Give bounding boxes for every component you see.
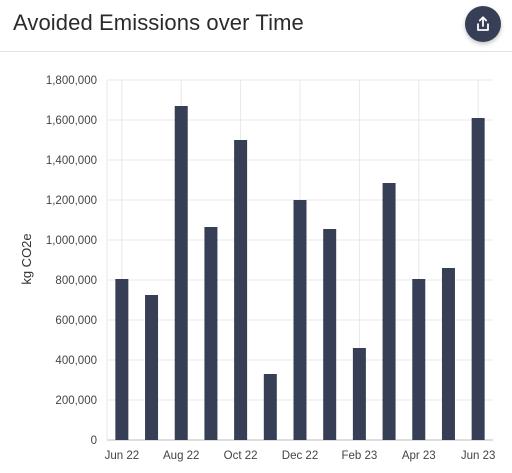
bar-mar-23[interactable] xyxy=(382,183,396,440)
x-tick-label: Jun 22 xyxy=(105,450,140,462)
x-tick-label: Aug 22 xyxy=(163,450,199,462)
bar-jul-22[interactable] xyxy=(145,295,159,440)
page-title: Avoided Emissions over Time xyxy=(13,10,304,35)
bar-oct-22[interactable] xyxy=(234,140,248,440)
bars xyxy=(115,106,485,440)
bar-jun-23[interactable] xyxy=(471,118,485,440)
x-axis-ticks: Jun 22 Aug 22 Oct 22 Dec 22 Feb 23 Apr 23 Jun … xyxy=(105,450,496,462)
y-tick-label: 1,400,000 xyxy=(46,155,97,167)
x-tick-label: Oct 22 xyxy=(224,450,258,462)
bar-jun-22[interactable] xyxy=(115,279,129,440)
bar-dec-22[interactable] xyxy=(293,200,307,440)
x-tick-label: Dec 22 xyxy=(282,450,318,462)
y-tick-label: 1,600,000 xyxy=(46,115,97,127)
bar-chart: 0 200,000 400,000 600,000 800,000 1,000,000 1,… xyxy=(19,75,496,462)
x-tick-label: Apr 23 xyxy=(402,450,436,462)
bar-aug-22[interactable] xyxy=(174,106,188,440)
y-tick-label: 600,000 xyxy=(55,315,97,327)
y-tick-label: 1,800,000 xyxy=(46,75,97,87)
y-axis-ticks: 0 200,000 400,000 600,000 800,000 1,000,000 1,… xyxy=(46,75,97,447)
y-axis-label: kg CO2e xyxy=(19,233,34,284)
bar-nov-22[interactable] xyxy=(263,374,277,440)
bar-jan-23[interactable] xyxy=(323,229,337,440)
y-tick-label: 400,000 xyxy=(55,355,97,367)
x-tick-label: Jun 23 xyxy=(461,450,496,462)
share-button[interactable] xyxy=(465,6,501,42)
y-tick-label: 800,000 xyxy=(55,275,97,287)
y-tick-label: 1,000,000 xyxy=(46,235,97,247)
y-tick-label: 0 xyxy=(91,435,97,447)
bar-sep-22[interactable] xyxy=(204,227,218,440)
y-tick-label: 1,200,000 xyxy=(46,195,97,207)
bar-feb-23[interactable] xyxy=(352,348,366,440)
bar-may-23[interactable] xyxy=(441,268,455,440)
y-tick-label: 200,000 xyxy=(55,395,97,407)
card-header: Avoided Emissions over Time xyxy=(0,0,512,52)
share-icon xyxy=(477,16,489,31)
x-tick-label: Feb 23 xyxy=(341,450,377,462)
bar-apr-23[interactable] xyxy=(412,279,426,440)
